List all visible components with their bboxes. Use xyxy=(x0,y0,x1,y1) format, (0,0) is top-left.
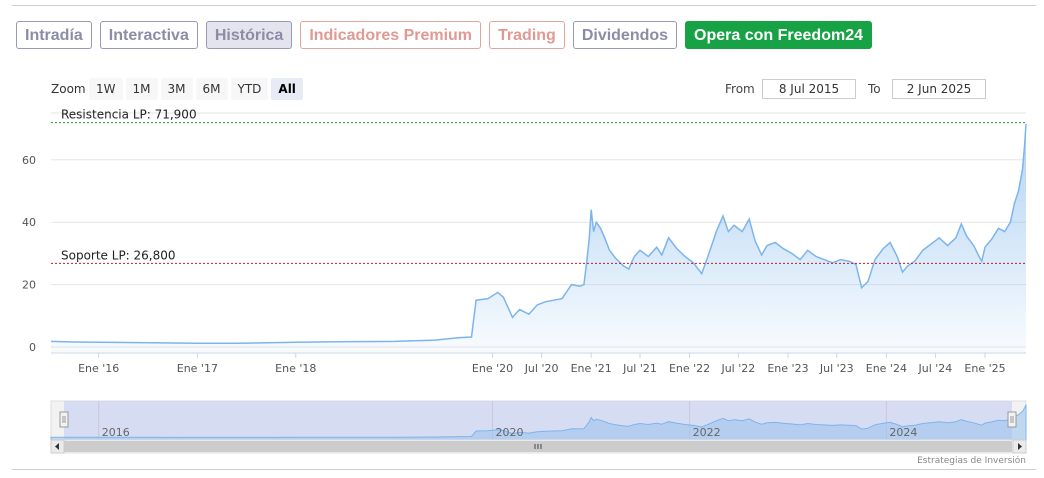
chart-tabs: Intradía Interactiva Histórica Indicadores … xyxy=(16,21,872,49)
range-from-label: From xyxy=(725,82,755,96)
tab-opera-con-freedom24[interactable]: Opera con Freedom24 xyxy=(685,21,872,49)
x-tick-label: Ene '18 xyxy=(275,362,316,375)
y-tick-label: 0 xyxy=(29,341,36,354)
x-tick-label: Jul '24 xyxy=(918,362,953,375)
x-tick-label: Jul '20 xyxy=(524,362,559,375)
annotation-lines: Resistencia LP: 71,900 Soporte LP: 26,800 xyxy=(51,108,1026,264)
x-tick-label: Ene '23 xyxy=(767,362,808,375)
range-from-input[interactable] xyxy=(762,79,856,99)
navigator-tick-label: 2024 xyxy=(889,426,917,439)
x-axis-ticks: Ene '16 Ene '17 Ene '18 Ene '20 Jul '20 Ene '… xyxy=(78,353,1006,375)
tab-dividendos[interactable]: Dividendos xyxy=(572,21,678,49)
tab-intradía[interactable]: Intradía xyxy=(16,21,92,49)
tab-indicadores-premium[interactable]: Indicadores Premium xyxy=(300,21,482,49)
x-tick-label: Ene '25 xyxy=(964,362,1005,375)
zoom-button-3m[interactable]: 3M xyxy=(160,78,193,100)
y-tick-label: 20 xyxy=(22,279,36,292)
chart-credit[interactable]: Estrategias de Inversión xyxy=(917,456,1026,466)
navigator-ticks: 2016 2020 2022 2024 xyxy=(102,426,918,439)
navigator-handle-left[interactable] xyxy=(59,411,69,428)
x-tick-label: Ene '22 xyxy=(669,362,710,375)
bottom-divider xyxy=(12,469,1036,470)
zoom-button-6m[interactable]: 6M xyxy=(195,78,228,100)
x-tick-label: Jul '21 xyxy=(622,362,657,375)
scrollbar[interactable] xyxy=(50,439,1027,454)
tab-interactiva[interactable]: Interactiva xyxy=(99,21,198,49)
price-area xyxy=(51,123,1026,354)
y-tick-label: 60 xyxy=(22,154,36,167)
navigator-tick-label: 2022 xyxy=(693,426,721,439)
navigator-handle-right[interactable] xyxy=(1007,411,1017,428)
price-line xyxy=(50,123,1027,345)
range-to-input[interactable] xyxy=(892,79,986,99)
zoom-label: Zoom xyxy=(51,82,86,96)
scroll-right-icon xyxy=(1018,443,1022,450)
tab-trading[interactable]: Trading xyxy=(489,21,565,49)
x-tick-label: Jul '23 xyxy=(819,362,854,375)
range-to-label: To xyxy=(868,82,881,96)
zoom-button-1m[interactable]: 1M xyxy=(125,78,158,100)
scroll-left-icon xyxy=(55,443,59,450)
x-tick-label: Ene '20 xyxy=(472,362,513,375)
navigator-tick-label: 2020 xyxy=(496,426,524,439)
scrollbar-thumb-grip xyxy=(534,444,542,449)
zoom-button-all[interactable]: All xyxy=(271,78,303,100)
navigator-tick-label: 2016 xyxy=(102,426,130,439)
x-tick-label: Ene '21 xyxy=(571,362,612,375)
top-divider xyxy=(12,5,1036,6)
tab-histórica[interactable]: Histórica xyxy=(205,21,293,49)
x-tick-label: Jul '22 xyxy=(720,362,755,375)
x-tick-label: Ene '24 xyxy=(866,362,907,375)
zoom-buttons: 1W 1M 3M 6M YTD All xyxy=(89,78,303,100)
navigator[interactable]: 2016 2020 2022 2024 xyxy=(50,400,1027,441)
annotation-label: Soporte LP: 26,800 xyxy=(61,248,176,262)
y-axis-ticks: 0 20 40 60 xyxy=(22,154,36,354)
zoom-button-1w[interactable]: 1W xyxy=(89,78,123,100)
x-tick-label: Ene '17 xyxy=(177,362,218,375)
y-tick-label: 40 xyxy=(22,216,36,229)
navigator-area xyxy=(50,404,1027,441)
annotation-label: Resistencia LP: 71,900 xyxy=(61,108,197,122)
x-tick-label: Ene '16 xyxy=(78,362,119,375)
zoom-button-ytd[interactable]: YTD xyxy=(230,78,269,100)
